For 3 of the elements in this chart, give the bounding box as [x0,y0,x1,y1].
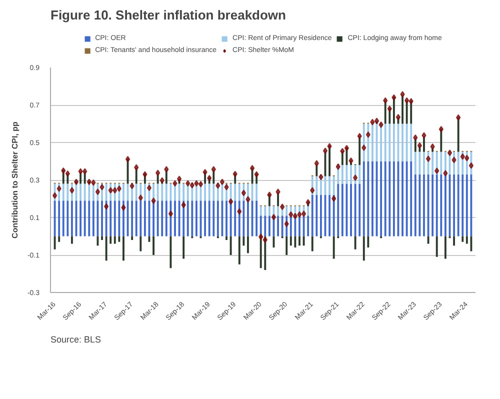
y-axis-title: Contribution to Shelter CPI, pp [10,121,20,238]
source-note: Source: BLS [50,334,102,344]
chart-title: Figure 10. Shelter inflation breakdown [50,8,286,22]
